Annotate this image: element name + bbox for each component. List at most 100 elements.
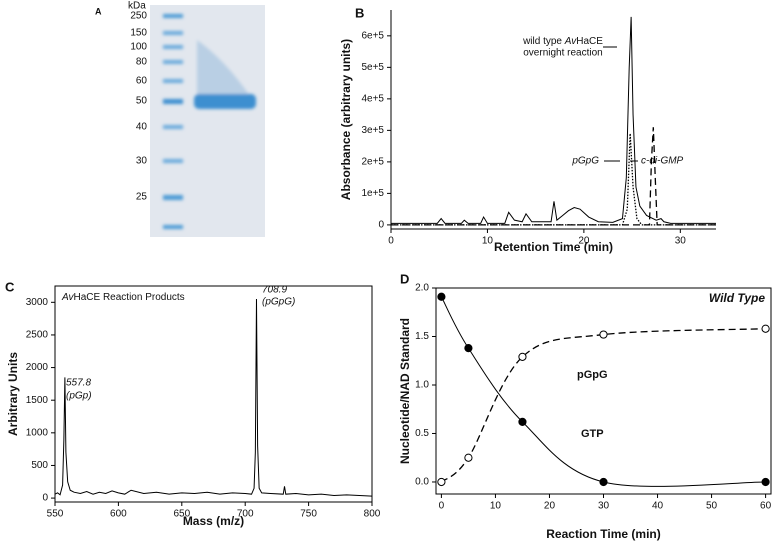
- x-axis-label: Retention Time (min): [494, 240, 613, 254]
- x-tick-label: 650: [173, 509, 190, 520]
- x-tick-label: 10: [482, 236, 494, 247]
- x-tick-label: 0: [439, 501, 445, 512]
- point: [464, 344, 473, 353]
- ladder-band: [163, 60, 183, 64]
- panel-letter: D: [400, 271, 409, 286]
- y-tick-label: 0: [378, 220, 384, 231]
- annotation: 557.8: [66, 378, 91, 389]
- series-line: [391, 127, 716, 226]
- series-line: [54, 299, 373, 497]
- annotation: overnight reaction: [523, 48, 603, 59]
- point: [761, 324, 770, 333]
- ladder-label: 100: [130, 42, 147, 53]
- point: [518, 417, 527, 426]
- smear: [197, 40, 250, 108]
- y-tick-label: 2.0: [415, 283, 429, 294]
- x-tick-label: 0: [388, 236, 394, 247]
- series-line: [440, 296, 766, 487]
- y-tick-label: 1500: [26, 395, 49, 406]
- x-tick-label: 20: [544, 501, 556, 512]
- y-tick-label: 1000: [26, 427, 49, 438]
- x-tick-label: 800: [364, 509, 381, 520]
- ladder-band: [163, 159, 183, 163]
- dye-front: [163, 225, 183, 229]
- y-tick-label: 1.0: [415, 380, 429, 391]
- sample-band: [194, 94, 256, 109]
- series-line: [391, 133, 716, 226]
- annotation: GTP: [581, 428, 604, 440]
- ladder-band: [163, 125, 183, 129]
- ladder-band: [163, 14, 183, 18]
- point: [599, 330, 608, 339]
- x-tick-label: 750: [300, 509, 317, 520]
- point: [518, 352, 527, 361]
- ladder-label: 60: [136, 76, 148, 87]
- y-axis-label: Absorbance (arbitrary units): [339, 39, 353, 200]
- ladder-band: [163, 99, 183, 104]
- y-tick-label: 0.0: [415, 477, 429, 488]
- x-tick-label: 20: [578, 236, 590, 247]
- x-tick-label: 550: [47, 509, 64, 520]
- annotation: c-di-GMP: [641, 156, 684, 167]
- point: [437, 477, 446, 487]
- annotation: wild type AvHaCE: [522, 36, 603, 47]
- ladder-label: 25: [136, 192, 148, 203]
- y-axis-label: Nucleotide/NAD Standard: [398, 318, 412, 464]
- y-tick-label: 2500: [26, 330, 49, 341]
- point: [599, 477, 608, 487]
- panel-letter: A: [95, 6, 102, 16]
- y-tick-label: 1.5: [415, 331, 429, 342]
- panel-title: AvHaCE Reaction Products: [61, 292, 185, 303]
- ladder-label: 30: [136, 156, 148, 167]
- ladder-label: 80: [136, 57, 148, 68]
- x-tick-label: 600: [110, 509, 127, 520]
- panel-letter: C: [5, 279, 15, 294]
- annotation: 708.9: [262, 285, 287, 296]
- ladder-band: [163, 45, 183, 49]
- panel-letter: B: [355, 5, 364, 20]
- annotation: pGpG: [577, 369, 608, 381]
- gel-lanes: [163, 14, 256, 229]
- x-tick-label: 50: [706, 501, 718, 512]
- ladder-band: [163, 195, 183, 200]
- x-tick-label: 60: [760, 501, 772, 512]
- y-tick-label: 2e+5: [361, 157, 384, 168]
- gel: [150, 5, 265, 237]
- annotation: Wild Type: [709, 291, 765, 305]
- x-axis-label: Mass (m/z): [183, 514, 244, 528]
- y-tick-label: 0.5: [415, 428, 429, 439]
- y-tick-label: 3e+5: [361, 125, 384, 136]
- point: [761, 477, 770, 487]
- plot-frame: [435, 287, 772, 495]
- unit-label: kDa: [128, 1, 146, 12]
- y-tick-label: 6e+5: [361, 30, 384, 41]
- y-tick-label: 500: [31, 460, 48, 471]
- ladder-band: [163, 31, 183, 35]
- annotation: pGpG: [571, 156, 599, 167]
- x-tick-label: 30: [598, 501, 610, 512]
- x-tick-label: 40: [652, 501, 664, 512]
- y-tick-label: 0: [42, 493, 48, 504]
- y-axis-label: Arbitrary Units: [6, 352, 20, 436]
- annotation: (pGpG): [262, 297, 295, 308]
- y-tick-label: 3000: [26, 297, 49, 308]
- x-tick-label: 10: [490, 501, 502, 512]
- series-line: [440, 328, 766, 483]
- y-tick-label: 2000: [26, 362, 49, 373]
- ladder-labels: 250 150 100 80 60 50 40 30 25: [130, 11, 147, 203]
- ladder-label: 40: [136, 122, 148, 133]
- x-tick-label: 700: [237, 509, 254, 520]
- ladder-label: 50: [136, 96, 148, 107]
- y-tick-label: 1e+5: [361, 188, 384, 199]
- point: [464, 453, 473, 462]
- ladder-label: 150: [130, 28, 147, 39]
- plot-frame: [54, 285, 373, 503]
- y-tick-label: 4e+5: [361, 94, 384, 105]
- ladder-band: [163, 79, 183, 83]
- x-tick-label: 30: [675, 236, 687, 247]
- ladder-label: 250: [130, 11, 147, 22]
- annotation: (pGp): [66, 391, 92, 402]
- x-axis-label: Reaction Time (min): [546, 527, 660, 541]
- y-tick-label: 5e+5: [361, 62, 384, 73]
